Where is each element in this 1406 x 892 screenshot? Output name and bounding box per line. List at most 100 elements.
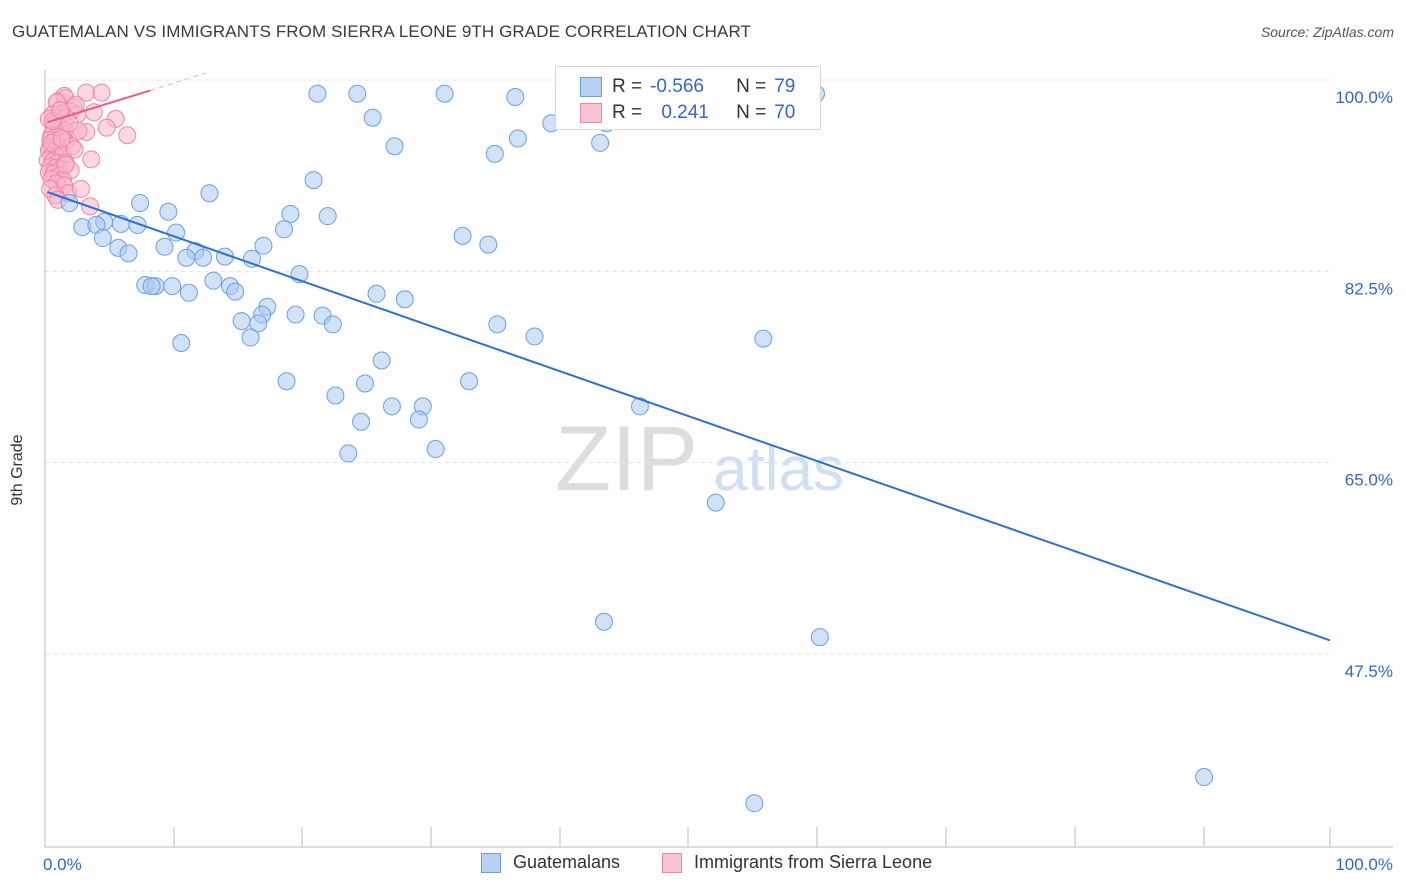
legend-r-label: R = (612, 76, 643, 97)
guatemalan-point (367, 284, 386, 303)
guatemalan-point (318, 207, 337, 226)
guatemalan-point (119, 244, 138, 263)
sierra-leone-points (38, 83, 137, 216)
guatemalan-point (131, 194, 150, 213)
guatemalan-point (1195, 768, 1214, 787)
legend-r-value: -0.566 (650, 76, 704, 97)
y-tick-label: 82.5% (1345, 279, 1393, 298)
legend-swatch-blue (580, 77, 602, 97)
guatemalan-point (460, 372, 479, 391)
guatemalan-point (382, 397, 401, 416)
guatemalan-point (506, 88, 525, 106)
guatemalan-point (479, 235, 498, 254)
guatemalan-point (93, 229, 112, 248)
sierra-leone-point (65, 140, 84, 159)
guatemalan-point (159, 202, 178, 221)
legend-swatch-blue (481, 852, 501, 873)
guatemalan-point (286, 305, 305, 324)
legend-item-sierra-leone: Immigrants from Sierra Leone (662, 852, 932, 873)
guatemalan-point (355, 374, 374, 393)
axes (44, 70, 1393, 848)
grid-lines (45, 79, 1330, 655)
x-tick-label: 0.0% (43, 855, 82, 874)
y-tick-label: 47.5% (1345, 662, 1393, 681)
legend-row-guatemalans: R = -0.566 N = 79 (580, 75, 795, 99)
sierra-leone-point (97, 118, 116, 137)
guatemalan-point (254, 236, 273, 255)
guatemalan-point (435, 84, 454, 103)
guatemalan-point (232, 312, 251, 331)
guatemalan-point (591, 133, 610, 152)
sierra-leone-point (92, 83, 111, 102)
y-tick-label: 100.0% (1335, 88, 1393, 107)
guatemalan-point (706, 493, 725, 512)
series-legend: Guatemalans Immigrants from Sierra Leone (0, 852, 1406, 878)
y-tick-label: 65.0% (1345, 471, 1393, 490)
correlation-legend: R = -0.566 N = 79 R = 0.241 N = 70 (555, 66, 821, 130)
guatemalan-point (363, 108, 382, 127)
guatemalan-point (348, 84, 367, 103)
x-tick-label: 100.0% (1335, 855, 1393, 874)
legend-n-label: N = (736, 76, 767, 97)
guatemalan-point (241, 328, 260, 347)
guatemalan-point (163, 277, 182, 296)
tick-labels: 100.0% 82.5% 65.0% 47.5% 0.0% 100.0% (43, 88, 1393, 874)
legend-n-label: N = (736, 102, 767, 123)
watermark: ZIP atlas (555, 408, 844, 510)
guatemalan-point (372, 351, 391, 370)
guatemalan-point (275, 220, 294, 239)
sierra-leone-point (52, 129, 71, 148)
guatemalan-point (304, 171, 323, 190)
guatemalan-point (155, 237, 174, 256)
guatemalan-point (179, 283, 198, 302)
guatemalan-point (485, 144, 504, 163)
guatemalan-point (810, 628, 829, 647)
guatemalan-point (745, 794, 764, 813)
guatemalan-point (630, 397, 649, 416)
guatemalan-point (508, 129, 527, 148)
guatemalan-point (308, 84, 327, 103)
guatemalan-point (409, 410, 428, 429)
legend-n-value: 79 (774, 76, 796, 97)
legend-label-guatemalans: Guatemalans (513, 852, 621, 872)
guatemalan-point (200, 184, 219, 203)
legend-item-guatemalans: Guatemalans (481, 852, 620, 873)
source-credit: Source: ZipAtlas.com (1260, 24, 1394, 40)
sierra-leone-trend-extension (150, 72, 206, 91)
sierra-leone-point (118, 126, 137, 145)
guatemalan-point (426, 440, 445, 459)
legend-swatch-pink (580, 103, 602, 123)
guatemalan-point (594, 612, 613, 631)
guatemalan-point (453, 226, 472, 245)
guatemalan-trend-line (47, 191, 1331, 642)
legend-row-sierra-leone: R = 0.241 N = 70 (580, 101, 795, 125)
guatemalan-point (326, 386, 345, 405)
legend-r-value: 0.241 (661, 102, 709, 123)
guatemalan-point (385, 137, 404, 156)
sierra-leone-point (56, 155, 75, 174)
guatemalan-point (142, 277, 161, 296)
guatemalan-point (249, 314, 268, 333)
guatemalan-point (177, 248, 196, 267)
legend-n-value: 70 (774, 102, 796, 123)
legend-r-label: R = (612, 102, 643, 123)
guatemalan-point (204, 271, 223, 290)
sierra-leone-trend-line (47, 89, 151, 124)
guatemalan-point (167, 223, 186, 242)
guatemalan-point (226, 282, 245, 301)
guatemalan-point (339, 444, 358, 463)
chart-title: GUATEMALAN VS IMMIGRANTS FROM SIERRA LEO… (12, 22, 752, 41)
guatemalan-point (128, 215, 147, 234)
guatemalan-point (194, 248, 213, 267)
watermark-atlas: atlas (713, 435, 844, 504)
guatemalan-point (395, 290, 414, 309)
guatemalan-point (281, 204, 300, 223)
guatemalan-point (172, 334, 191, 352)
trend-lines (47, 72, 1331, 642)
guatemalan-point (277, 372, 296, 391)
guatemalan-point (488, 315, 507, 334)
guatemalan-point (754, 329, 773, 348)
legend-swatch-pink (662, 852, 682, 873)
guatemalan-point (352, 412, 371, 431)
